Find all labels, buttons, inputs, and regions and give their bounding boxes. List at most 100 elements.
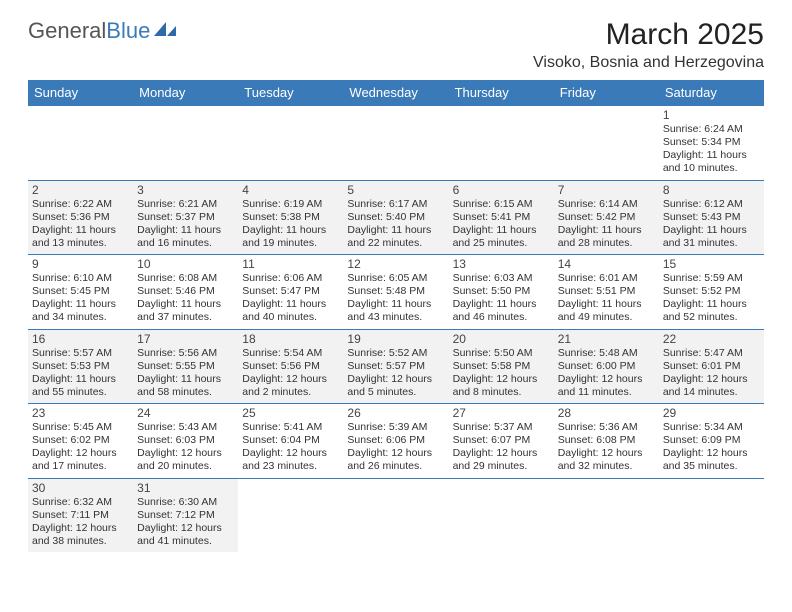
- cell-dl2: and 37 minutes.: [137, 311, 234, 324]
- cell-dl2: and 14 minutes.: [663, 386, 760, 399]
- cell-dl2: and 49 minutes.: [558, 311, 655, 324]
- cell-sunset: Sunset: 5:56 PM: [242, 360, 339, 373]
- cell-dl1: Daylight: 12 hours: [453, 447, 550, 460]
- day-number: 31: [137, 481, 234, 495]
- cell-dl2: and 10 minutes.: [663, 162, 760, 175]
- calendar-cell: 11Sunrise: 6:06 AMSunset: 5:47 PMDayligh…: [238, 255, 343, 330]
- cell-dl2: and 25 minutes.: [453, 237, 550, 250]
- day-header: Friday: [554, 80, 659, 106]
- day-header: Saturday: [659, 80, 764, 106]
- calendar-cell: 30Sunrise: 6:32 AMSunset: 7:11 PMDayligh…: [28, 478, 133, 552]
- cell-sunset: Sunset: 5:34 PM: [663, 136, 760, 149]
- cell-sunrise: Sunrise: 5:37 AM: [453, 421, 550, 434]
- cell-dl2: and 11 minutes.: [558, 386, 655, 399]
- calendar-cell: [449, 106, 554, 181]
- calendar-week: 30Sunrise: 6:32 AMSunset: 7:11 PMDayligh…: [28, 478, 764, 552]
- cell-dl1: Daylight: 12 hours: [663, 373, 760, 386]
- day-header: Thursday: [449, 80, 554, 106]
- cell-dl1: Daylight: 11 hours: [347, 298, 444, 311]
- cell-sunset: Sunset: 5:55 PM: [137, 360, 234, 373]
- cell-dl1: Daylight: 12 hours: [137, 447, 234, 460]
- calendar-week: 9Sunrise: 6:10 AMSunset: 5:45 PMDaylight…: [28, 255, 764, 330]
- cell-dl2: and 23 minutes.: [242, 460, 339, 473]
- calendar-cell: [554, 106, 659, 181]
- cell-dl2: and 28 minutes.: [558, 237, 655, 250]
- day-header: Monday: [133, 80, 238, 106]
- calendar-cell: 13Sunrise: 6:03 AMSunset: 5:50 PMDayligh…: [449, 255, 554, 330]
- cell-sunrise: Sunrise: 6:12 AM: [663, 198, 760, 211]
- cell-dl2: and 38 minutes.: [32, 535, 129, 548]
- logo: GeneralBlue: [28, 18, 178, 44]
- cell-dl2: and 13 minutes.: [32, 237, 129, 250]
- cell-sunset: Sunset: 5:41 PM: [453, 211, 550, 224]
- cell-dl2: and 20 minutes.: [137, 460, 234, 473]
- cell-dl2: and 41 minutes.: [137, 535, 234, 548]
- cell-sunrise: Sunrise: 6:30 AM: [137, 496, 234, 509]
- calendar-cell: 14Sunrise: 6:01 AMSunset: 5:51 PMDayligh…: [554, 255, 659, 330]
- cell-dl2: and 26 minutes.: [347, 460, 444, 473]
- cell-sunrise: Sunrise: 6:01 AM: [558, 272, 655, 285]
- cell-sunrise: Sunrise: 5:48 AM: [558, 347, 655, 360]
- calendar-cell: 9Sunrise: 6:10 AMSunset: 5:45 PMDaylight…: [28, 255, 133, 330]
- cell-sunset: Sunset: 5:58 PM: [453, 360, 550, 373]
- cell-sunrise: Sunrise: 5:36 AM: [558, 421, 655, 434]
- cell-dl1: Daylight: 11 hours: [663, 149, 760, 162]
- cell-dl1: Daylight: 11 hours: [137, 224, 234, 237]
- day-number: 15: [663, 257, 760, 271]
- cell-dl2: and 46 minutes.: [453, 311, 550, 324]
- cell-sunset: Sunset: 6:06 PM: [347, 434, 444, 447]
- cell-sunrise: Sunrise: 6:22 AM: [32, 198, 129, 211]
- cell-sunrise: Sunrise: 5:57 AM: [32, 347, 129, 360]
- calendar-cell: 5Sunrise: 6:17 AMSunset: 5:40 PMDaylight…: [343, 180, 448, 255]
- cell-dl1: Daylight: 11 hours: [137, 373, 234, 386]
- calendar-cell: [659, 478, 764, 552]
- calendar-table: SundayMondayTuesdayWednesdayThursdayFrid…: [28, 80, 764, 552]
- cell-sunset: Sunset: 6:01 PM: [663, 360, 760, 373]
- day-number: 24: [137, 406, 234, 420]
- cell-sunrise: Sunrise: 5:39 AM: [347, 421, 444, 434]
- cell-dl1: Daylight: 11 hours: [137, 298, 234, 311]
- cell-sunrise: Sunrise: 5:56 AM: [137, 347, 234, 360]
- calendar-cell: [28, 106, 133, 181]
- cell-sunset: Sunset: 6:02 PM: [32, 434, 129, 447]
- calendar-cell: 27Sunrise: 5:37 AMSunset: 6:07 PMDayligh…: [449, 404, 554, 479]
- calendar-week: 1Sunrise: 6:24 AMSunset: 5:34 PMDaylight…: [28, 106, 764, 181]
- day-number: 5: [347, 183, 444, 197]
- cell-sunrise: Sunrise: 6:19 AM: [242, 198, 339, 211]
- cell-sunset: Sunset: 6:07 PM: [453, 434, 550, 447]
- cell-sunset: Sunset: 5:46 PM: [137, 285, 234, 298]
- day-number: 18: [242, 332, 339, 346]
- calendar-cell: 28Sunrise: 5:36 AMSunset: 6:08 PMDayligh…: [554, 404, 659, 479]
- cell-sunset: Sunset: 5:57 PM: [347, 360, 444, 373]
- calendar-cell: 7Sunrise: 6:14 AMSunset: 5:42 PMDaylight…: [554, 180, 659, 255]
- day-header: Tuesday: [238, 80, 343, 106]
- cell-sunrise: Sunrise: 5:34 AM: [663, 421, 760, 434]
- cell-sunrise: Sunrise: 6:21 AM: [137, 198, 234, 211]
- cell-sunset: Sunset: 5:37 PM: [137, 211, 234, 224]
- cell-sunrise: Sunrise: 6:03 AM: [453, 272, 550, 285]
- cell-dl1: Daylight: 12 hours: [242, 447, 339, 460]
- calendar-cell: 25Sunrise: 5:41 AMSunset: 6:04 PMDayligh…: [238, 404, 343, 479]
- cell-dl2: and 43 minutes.: [347, 311, 444, 324]
- cell-dl2: and 8 minutes.: [453, 386, 550, 399]
- cell-sunset: Sunset: 5:53 PM: [32, 360, 129, 373]
- cell-sunset: Sunset: 6:09 PM: [663, 434, 760, 447]
- day-header: Sunday: [28, 80, 133, 106]
- calendar-cell: 4Sunrise: 6:19 AMSunset: 5:38 PMDaylight…: [238, 180, 343, 255]
- calendar-cell: 10Sunrise: 6:08 AMSunset: 5:46 PMDayligh…: [133, 255, 238, 330]
- day-number: 11: [242, 257, 339, 271]
- calendar-cell: 18Sunrise: 5:54 AMSunset: 5:56 PMDayligh…: [238, 329, 343, 404]
- cell-dl2: and 19 minutes.: [242, 237, 339, 250]
- calendar-cell: 23Sunrise: 5:45 AMSunset: 6:02 PMDayligh…: [28, 404, 133, 479]
- cell-dl2: and 29 minutes.: [453, 460, 550, 473]
- cell-sunset: Sunset: 6:08 PM: [558, 434, 655, 447]
- calendar-week: 23Sunrise: 5:45 AMSunset: 6:02 PMDayligh…: [28, 404, 764, 479]
- cell-sunset: Sunset: 5:48 PM: [347, 285, 444, 298]
- cell-dl1: Daylight: 11 hours: [32, 224, 129, 237]
- day-number: 30: [32, 481, 129, 495]
- calendar-cell: 31Sunrise: 6:30 AMSunset: 7:12 PMDayligh…: [133, 478, 238, 552]
- day-number: 17: [137, 332, 234, 346]
- cell-sunset: Sunset: 7:11 PM: [32, 509, 129, 522]
- cell-dl1: Daylight: 12 hours: [453, 373, 550, 386]
- calendar-cell: 22Sunrise: 5:47 AMSunset: 6:01 PMDayligh…: [659, 329, 764, 404]
